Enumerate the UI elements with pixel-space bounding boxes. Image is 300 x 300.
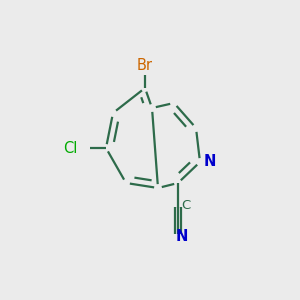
Text: N: N xyxy=(176,229,188,244)
Text: Br: Br xyxy=(137,58,153,73)
Text: Cl: Cl xyxy=(63,140,77,155)
Text: N: N xyxy=(204,154,216,169)
Text: C: C xyxy=(181,199,190,212)
